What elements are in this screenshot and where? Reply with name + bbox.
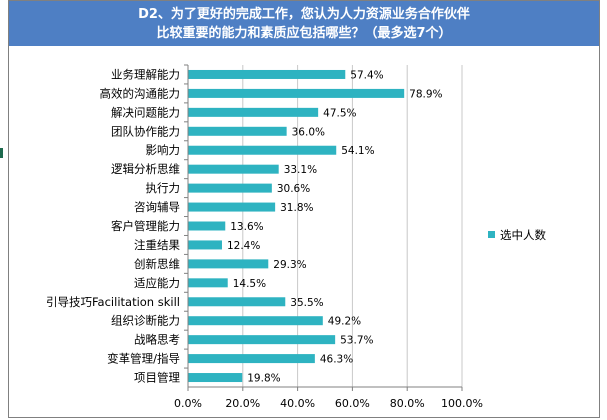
- bar: [188, 164, 279, 174]
- x-tick-label: 100.0%: [441, 397, 483, 410]
- bars: [188, 69, 405, 383]
- category-label: 战略思考: [134, 333, 180, 347]
- bar: [188, 335, 336, 345]
- category-label: 项目管理: [134, 371, 180, 385]
- chart-title: D2、为了更好的完成工作，您认为人力资源业务合作伙伴 比较重要的能力和素质应包括…: [9, 1, 599, 46]
- category-label: 客户管理能力: [111, 219, 180, 233]
- value-label: 12.4%: [227, 240, 260, 252]
- bar: [188, 240, 222, 250]
- x-tick-label: 0.0%: [174, 397, 202, 410]
- bar: [188, 297, 286, 307]
- chart-frame: D2、为了更好的完成工作，您认为人力资源业务合作伙伴 比较重要的能力和素质应包括…: [8, 0, 600, 418]
- bar: [188, 88, 405, 98]
- value-label: 14.5%: [233, 278, 266, 290]
- value-label: 35.5%: [290, 297, 323, 309]
- bar-chart: 57.4% 78.9% 47.5% 36.0% 54.1% 33.1% 30.6% 31.8%…: [46, 64, 546, 410]
- bar: [188, 354, 315, 364]
- x-tick-label: 80.0%: [390, 397, 425, 410]
- value-label: 47.5%: [323, 107, 356, 119]
- category-labels: 业务理解能力高效的沟通能力解决问题能力团队协作能力影响力逻辑分析思维执行力咨询辅…: [46, 67, 180, 384]
- edge-marker: [0, 148, 3, 158]
- x-tick-label: 20.0%: [225, 397, 260, 410]
- value-label: 30.6%: [277, 183, 310, 195]
- legend-swatch: [488, 231, 495, 238]
- category-label: 变革管理/指导: [107, 352, 180, 366]
- category-label: 创新思维: [134, 257, 180, 271]
- value-label: 29.3%: [273, 259, 306, 271]
- axes: 0.0% 20.0% 40.0% 60.0% 80.0% 100.0%: [174, 64, 483, 410]
- x-tick-label: 40.0%: [280, 397, 315, 410]
- category-label: 适应能力: [134, 276, 180, 290]
- value-label: 46.3%: [320, 354, 353, 366]
- bar: [188, 278, 228, 288]
- value-labels: 57.4% 78.9% 47.5% 36.0% 54.1% 33.1% 30.6% 31.8%…: [227, 69, 443, 384]
- value-label: 49.2%: [328, 316, 361, 328]
- chart-title-line-1: D2、为了更好的完成工作，您认为人力资源业务合作伙伴: [138, 7, 470, 22]
- category-label: 执行力: [146, 181, 181, 195]
- bar: [188, 316, 323, 326]
- category-label: 注重结果: [134, 238, 180, 252]
- value-label: 13.6%: [230, 221, 263, 233]
- category-label: 解决问题能力: [111, 105, 180, 119]
- category-label: 业务理解能力: [111, 67, 180, 81]
- value-label: 19.8%: [247, 373, 280, 385]
- bar: [188, 221, 226, 231]
- value-label: 31.8%: [280, 202, 313, 214]
- category-label: 影响力: [146, 143, 181, 157]
- value-label: 54.1%: [341, 145, 374, 157]
- gridlines: [242, 65, 463, 387]
- value-label: 57.4%: [350, 69, 383, 81]
- bar: [188, 202, 276, 212]
- category-label: 团队协作能力: [111, 124, 180, 138]
- legend-label: 选中人数: [500, 228, 546, 242]
- chart-title-line-2: 比较重要的能力和素质应包括哪些？（最多选7个）: [156, 26, 452, 41]
- category-label: 高效的沟通能力: [100, 86, 181, 100]
- category-label: 咨询辅导: [134, 200, 180, 214]
- category-label: 引导技巧Facilitation skill: [46, 295, 180, 309]
- value-label: 78.9%: [409, 88, 442, 100]
- legend: 选中人数: [488, 228, 546, 242]
- value-label: 33.1%: [284, 164, 317, 176]
- bar: [188, 373, 243, 383]
- x-tick-label: 60.0%: [335, 397, 370, 410]
- category-label: 逻辑分析思维: [111, 162, 180, 176]
- value-label: 53.7%: [340, 335, 373, 347]
- category-label: 组织诊断能力: [111, 314, 180, 328]
- bar: [188, 259, 269, 269]
- bar: [188, 69, 346, 79]
- value-label: 36.0%: [292, 126, 325, 138]
- bar: [188, 107, 319, 117]
- bar: [188, 183, 272, 193]
- bar: [188, 145, 337, 155]
- bar: [188, 126, 287, 136]
